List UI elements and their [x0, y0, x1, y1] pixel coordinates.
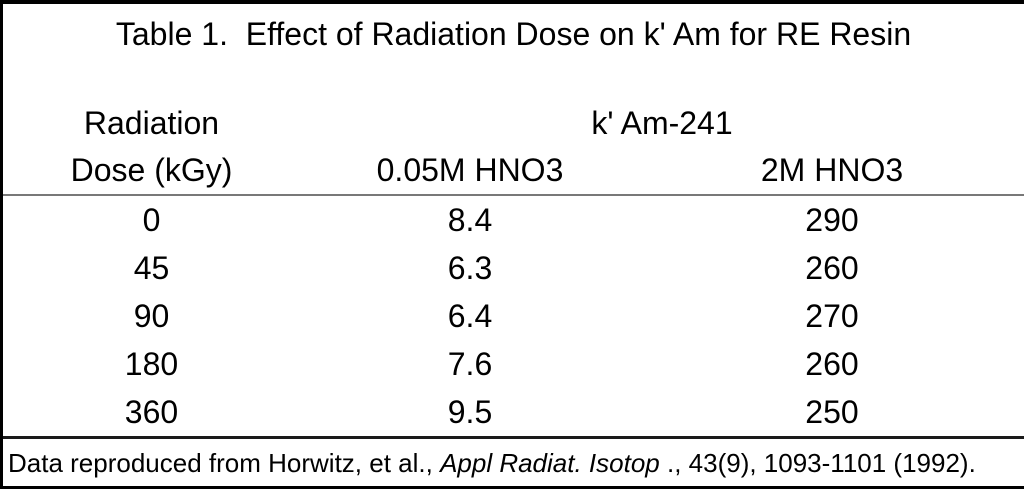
table-header-row-1: Radiation k' Am-241	[3, 100, 1024, 147]
k005-cell: 8.4	[447, 202, 493, 238]
k2m-cell: 270	[805, 298, 859, 334]
dose-cell: 90	[133, 298, 170, 334]
header-dose-kgy-label: Dose (kGy)	[70, 152, 233, 188]
k005-cell: 9.5	[447, 394, 493, 430]
k2m-cell: 260	[805, 250, 859, 286]
table-header-row-2: Dose (kGy) 0.05M HNO3 2M HNO3	[3, 147, 1024, 194]
table-title: Table 1. Effect of Radiation Dose on k' …	[115, 16, 912, 52]
header-divider-line	[3, 194, 1024, 196]
footnote-prefix-text: Data reproduced from Horwitz, et al.,	[8, 448, 441, 478]
dose-cell: 180	[124, 346, 179, 382]
k2m-cell: 290	[805, 202, 859, 238]
footnote: Data reproduced from Horwitz, et al., Ap…	[3, 439, 1024, 480]
table-row: 360 9.5 250	[3, 388, 1024, 436]
table-row: 45 6.3 260	[3, 244, 1024, 292]
header-radiation-label: Radiation	[83, 105, 220, 141]
footnote-journal-name: Appl Radiat. Isotop	[440, 448, 660, 478]
footnote-divider-line	[3, 436, 1024, 439]
dose-cell: 360	[124, 394, 179, 430]
k2m-cell: 260	[805, 346, 859, 382]
dose-cell: 0	[142, 202, 161, 238]
footnote-suffix-text: ., 43(9), 1093-1101 (1992).	[659, 448, 976, 478]
header-2m-hno3-label: 2M HNO3	[760, 152, 904, 188]
dose-cell: 45	[133, 250, 170, 286]
k005-cell: 6.3	[447, 250, 493, 286]
table-row: 0 8.4 290	[3, 196, 1024, 244]
k005-cell: 7.6	[447, 346, 493, 382]
header-k-am-241-label: k' Am-241	[591, 105, 733, 141]
k2m-cell: 250	[805, 394, 859, 430]
header-005m-hno3-label: 0.05M HNO3	[376, 152, 564, 188]
table-row: 90 6.4 270	[3, 292, 1024, 340]
k005-cell: 6.4	[447, 298, 493, 334]
table-row: 180 7.6 260	[3, 340, 1024, 388]
